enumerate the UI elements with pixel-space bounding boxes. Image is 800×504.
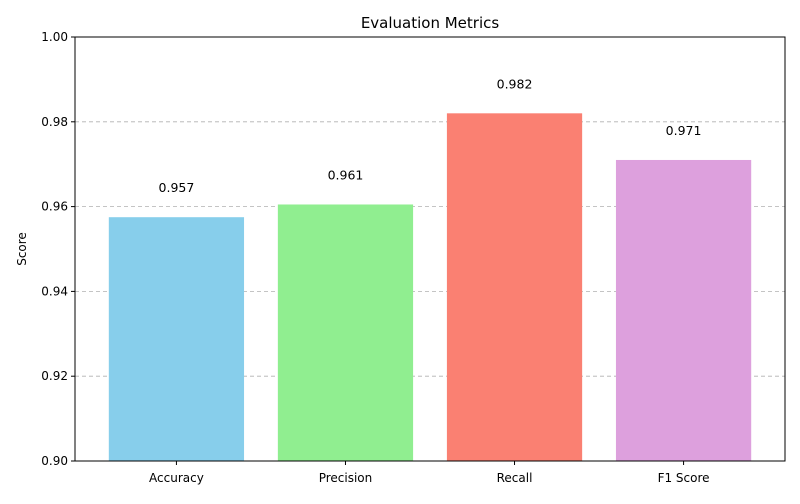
- bar-value-label: 0.982: [497, 76, 533, 91]
- y-tick-label: 0.96: [41, 200, 68, 214]
- bar-recall: [446, 113, 583, 461]
- x-tick-label: Precision: [319, 471, 373, 485]
- value-labels: 0.957 0.961 0.982 0.971: [159, 76, 702, 195]
- x-tick-label: Recall: [497, 471, 533, 485]
- y-tick-label: 0.92: [41, 369, 68, 383]
- x-tick-label: F1 Score: [658, 471, 710, 485]
- y-ticks: 0.90 0.92 0.94 0.96 0.98 1.00: [41, 30, 75, 468]
- y-tick-label: 1.00: [41, 30, 68, 44]
- bar-precision: [277, 204, 414, 462]
- y-axis-label: Score: [15, 232, 29, 266]
- bar-value-label: 0.961: [328, 167, 364, 182]
- chart-title: Evaluation Metrics: [361, 14, 500, 32]
- y-tick-label: 0.94: [41, 284, 68, 298]
- y-tick-label: 0.98: [41, 115, 68, 129]
- bar-value-label: 0.957: [159, 180, 195, 195]
- bars: [108, 113, 752, 462]
- bar-accuracy: [108, 217, 245, 461]
- x-tick-label: Accuracy: [149, 471, 204, 485]
- bar-value-label: 0.971: [666, 123, 702, 138]
- plot-frame: [74, 36, 786, 462]
- bar-f1-score: [615, 159, 752, 461]
- y-tick-label: 0.90: [41, 454, 68, 468]
- x-ticks: Accuracy Precision Recall F1 Score: [149, 461, 710, 485]
